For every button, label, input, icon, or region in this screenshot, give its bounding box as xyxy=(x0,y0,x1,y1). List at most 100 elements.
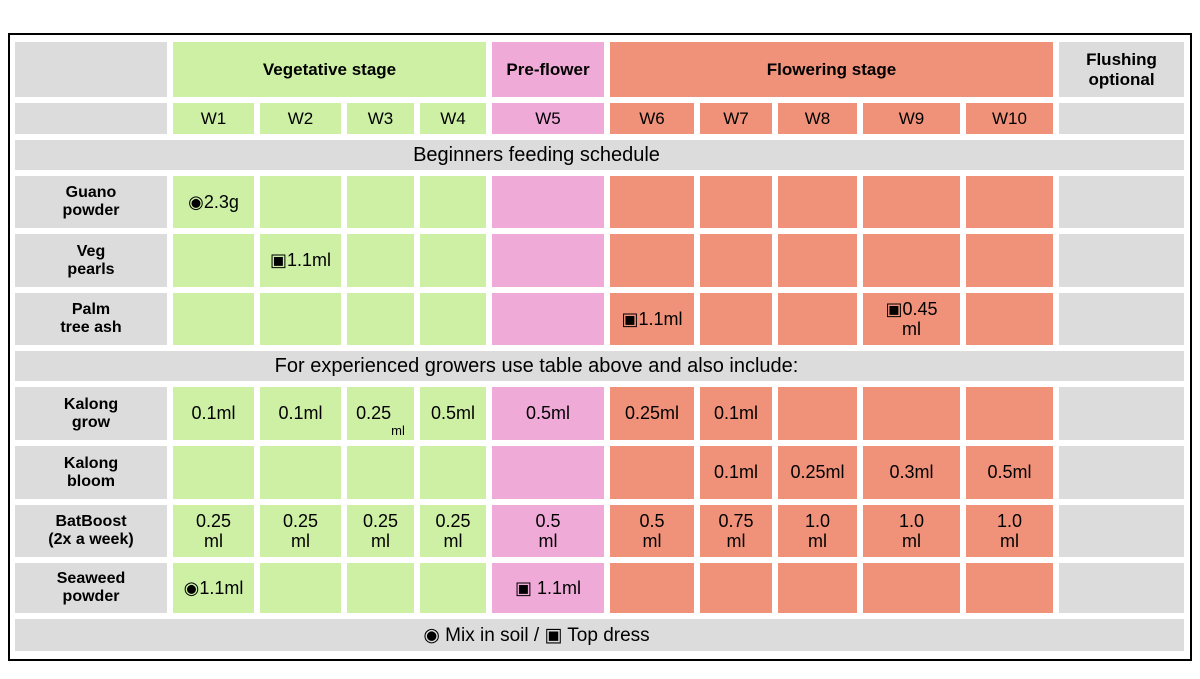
value-cell-w5 xyxy=(492,176,604,228)
flushing-cell xyxy=(1059,176,1184,228)
small-unit-label: ml xyxy=(391,423,405,439)
value-cell-w4 xyxy=(420,293,486,345)
value-cell-w2 xyxy=(260,563,341,613)
value-cell-w7 xyxy=(700,563,772,613)
value-cell-w6 xyxy=(610,176,694,228)
value-cell-w3: 0.25 ml xyxy=(347,505,414,557)
value-cell-w8 xyxy=(778,293,857,345)
feeding-schedule-board: Vegetative stage Pre-flower Flowering stag… xyxy=(8,33,1192,661)
flushing-cell xyxy=(1059,563,1184,613)
stage-header-vegetative-stage: Vegetative stage xyxy=(173,42,486,97)
value-cell-w7: 0.75 ml xyxy=(700,505,772,557)
value-cell-w10 xyxy=(966,387,1053,440)
row-label-kalong-bloom: Kalong bloom xyxy=(15,446,167,499)
flushing-cell xyxy=(1059,293,1184,345)
value-cell-w1: ◉1.1ml xyxy=(173,563,254,613)
value-cell-w1: ◉2.3g xyxy=(173,176,254,228)
section-banner: For experienced growers use table above … xyxy=(15,351,1184,381)
value-cell-w10 xyxy=(966,293,1053,345)
row-label-guano-powder: Guano powder xyxy=(15,176,167,228)
flushing-cell xyxy=(1059,505,1184,557)
row-label-kalong-grow: Kalong grow xyxy=(15,387,167,440)
value-cell-w5 xyxy=(492,293,604,345)
value-cell-w3 xyxy=(347,234,414,287)
stage-header-pre-flower: Pre-flower xyxy=(492,42,604,97)
value-cell-w9: 1.0 ml xyxy=(863,505,960,557)
value-cell-w5 xyxy=(492,234,604,287)
value-cell-w8 xyxy=(778,387,857,440)
value-cell-w10 xyxy=(966,234,1053,287)
feeding-schedule-grid: Vegetative stage Pre-flower Flowering stag… xyxy=(15,42,1184,651)
value-cell-w6: 0.25ml xyxy=(610,387,694,440)
value-cell-w9 xyxy=(863,563,960,613)
corner-spacer xyxy=(15,42,167,97)
value-cell-w2 xyxy=(260,176,341,228)
week-header-w6: W6 xyxy=(610,103,694,134)
value-cell-w5 xyxy=(492,446,604,499)
value-cell-w9: ▣0.45 ml xyxy=(863,293,960,345)
value-cell-w8 xyxy=(778,563,857,613)
value-cell-w2: 0.25 ml xyxy=(260,505,341,557)
value-cell-w10: 1.0 ml xyxy=(966,505,1053,557)
value-cell-w9 xyxy=(863,387,960,440)
value-cell-w3: 0.25 ml xyxy=(347,387,414,440)
value-cell-w7 xyxy=(700,176,772,228)
flushing-cell xyxy=(1059,234,1184,287)
value-cell-w1: 0.1ml xyxy=(173,387,254,440)
value-cell-w1: 0.25 ml xyxy=(173,505,254,557)
week-header-w1: W1 xyxy=(173,103,254,134)
value-cell-w1 xyxy=(173,293,254,345)
week-header-w10: W10 xyxy=(966,103,1053,134)
value-cell-w7 xyxy=(700,293,772,345)
week-row-spacer-left xyxy=(15,103,167,134)
value-cell-w10 xyxy=(966,563,1053,613)
section-banner: Beginners feeding schedule xyxy=(15,140,1184,170)
week-header-w7: W7 xyxy=(700,103,772,134)
value-cell-w4 xyxy=(420,563,486,613)
value-cell-w5: 0.5 ml xyxy=(492,505,604,557)
flushing-cell xyxy=(1059,446,1184,499)
flushing-header: Flushing optional xyxy=(1059,42,1184,97)
value-cell-w4 xyxy=(420,176,486,228)
value-cell-w4: 0.5ml xyxy=(420,387,486,440)
value-cell-w4 xyxy=(420,446,486,499)
legend-banner: ◉ Mix in soil / ▣ Top dress xyxy=(15,619,1184,651)
value-cell-w8: 0.25ml xyxy=(778,446,857,499)
value-cell-w1 xyxy=(173,446,254,499)
flushing-cell xyxy=(1059,387,1184,440)
value-cell-w9 xyxy=(863,176,960,228)
week-header-w5: W5 xyxy=(492,103,604,134)
week-header-w2: W2 xyxy=(260,103,341,134)
value-cell-w2 xyxy=(260,293,341,345)
value-cell-w4: 0.25 ml xyxy=(420,505,486,557)
value-cell-w5: ▣ 1.1ml xyxy=(492,563,604,613)
stage-header-flowering-stage: Flowering stage xyxy=(610,42,1053,97)
value-cell-w1 xyxy=(173,234,254,287)
value-cell-w6 xyxy=(610,563,694,613)
row-label-palm-tree-ash: Palm tree ash xyxy=(15,293,167,345)
value-cell-w7: 0.1ml xyxy=(700,446,772,499)
value-cell-w6 xyxy=(610,446,694,499)
week-row-spacer-right xyxy=(1059,103,1184,134)
value-cell-w8 xyxy=(778,234,857,287)
value-cell-w6 xyxy=(610,234,694,287)
value-cell-w6: 0.5 ml xyxy=(610,505,694,557)
value-cell-w9: 0.3ml xyxy=(863,446,960,499)
value-cell-w3 xyxy=(347,446,414,499)
value-cell-w7: 0.1ml xyxy=(700,387,772,440)
week-header-w9: W9 xyxy=(863,103,960,134)
value-cell-w8: 1.0 ml xyxy=(778,505,857,557)
value-cell-w2: 0.1ml xyxy=(260,387,341,440)
value-cell-w3 xyxy=(347,563,414,613)
value-cell-w7 xyxy=(700,234,772,287)
value-cell-w6: ▣1.1ml xyxy=(610,293,694,345)
value-cell-w5: 0.5ml xyxy=(492,387,604,440)
value-cell-w10: 0.5ml xyxy=(966,446,1053,499)
row-label-veg-pearls: Veg pearls xyxy=(15,234,167,287)
value-cell-w2: ▣1.1ml xyxy=(260,234,341,287)
value-cell-w3 xyxy=(347,176,414,228)
week-header-w3: W3 xyxy=(347,103,414,134)
week-header-w8: W8 xyxy=(778,103,857,134)
week-header-w4: W4 xyxy=(420,103,486,134)
row-label-batboost-2x-a-week-: BatBoost (2x a week) xyxy=(15,505,167,557)
